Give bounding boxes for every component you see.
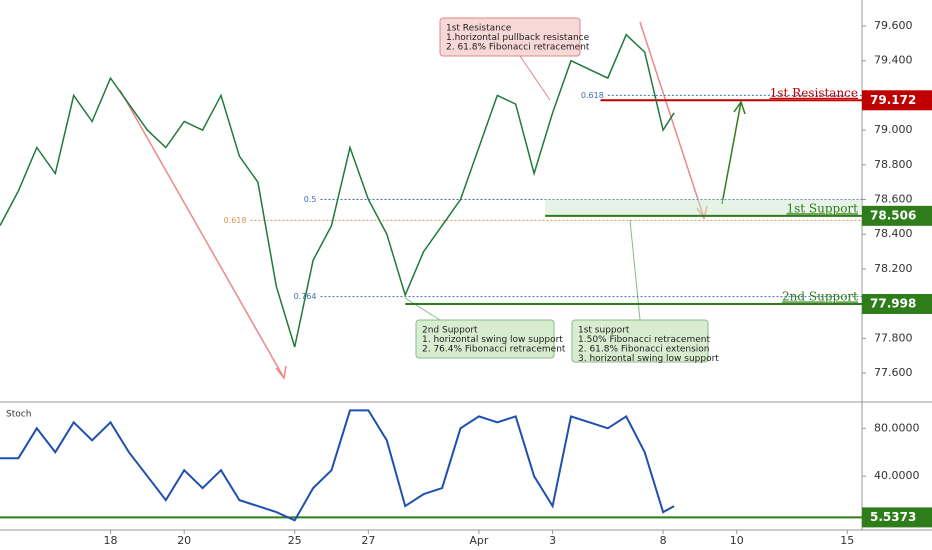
y-tick-label: 79.000 xyxy=(874,123,913,136)
y-tick-label: 78.200 xyxy=(874,262,913,275)
callout-pointer xyxy=(404,297,441,321)
annotation-text: 1st Resistance xyxy=(446,24,512,34)
y-tick-label: 40.0000 xyxy=(874,469,920,482)
annotation-text: 2. 61.8% Fibonacci extension xyxy=(578,345,710,355)
x-tick-label: 20 xyxy=(177,534,191,547)
price-tag-label: 79.172 xyxy=(870,93,916,107)
arrow-head xyxy=(733,100,746,115)
annotation-text: 1. horizontal swing low support xyxy=(422,335,563,345)
callout-box xyxy=(415,319,555,359)
x-tick-label: 25 xyxy=(288,534,302,547)
y-tick-label: 78.400 xyxy=(874,227,913,240)
fib-label: 0.618 xyxy=(581,91,604,100)
x-tick-label: 8 xyxy=(660,534,667,547)
callout-box xyxy=(571,319,709,363)
y-tick-label: 78.800 xyxy=(874,158,913,171)
arrows xyxy=(119,21,746,380)
annotation-text: 1st support xyxy=(578,326,630,336)
level-label: 1st Resistance xyxy=(770,86,858,100)
price-tag xyxy=(862,90,932,111)
y-tick-label: 79.600 xyxy=(874,19,913,32)
x-tick-label: 3 xyxy=(549,534,556,547)
fib-label: 0.618 xyxy=(224,216,247,225)
level-label: 1st Support xyxy=(786,201,858,215)
callout-box xyxy=(439,17,581,57)
annotation-text: 2nd Support xyxy=(422,326,478,336)
annotation-text: 2. 76.4% Fibonacci retracement xyxy=(422,345,566,355)
x-tick-label: 18 xyxy=(104,534,118,547)
y-tick-label: 80.0000 xyxy=(874,421,920,434)
x-tick-label: 10 xyxy=(730,534,744,547)
y-tick-label: 79.400 xyxy=(874,54,913,67)
arrow xyxy=(639,21,705,219)
price-tag xyxy=(862,507,932,528)
series-line xyxy=(0,409,675,522)
annotation-text: 3. horizontal swing low support xyxy=(578,354,719,364)
panel-title: Stoch xyxy=(6,410,31,420)
price-tag-label: 78.506 xyxy=(870,208,916,222)
level-label: 2nd Support xyxy=(782,289,858,303)
support-zone xyxy=(545,199,862,216)
callout-pointer xyxy=(519,55,551,101)
price-tag-label: 5.5373 xyxy=(870,510,916,524)
price-tag-label: 77.998 xyxy=(870,296,916,310)
annotation-text: 1.horizontal pullback resistance xyxy=(446,33,590,43)
y-tick-label: 77.800 xyxy=(874,331,913,344)
price-tag xyxy=(862,293,932,314)
y-tick-label: 77.600 xyxy=(874,366,913,379)
arrow xyxy=(119,89,285,379)
y-tick-label: 78.600 xyxy=(874,193,913,206)
price-tag xyxy=(862,205,932,226)
x-tick-label: 15 xyxy=(840,534,854,547)
annotation-text: 2. 61.8% Fibonacci retracement xyxy=(446,43,590,53)
arrow xyxy=(721,101,742,205)
fib-label: 0.5 xyxy=(304,195,317,204)
arrow-head xyxy=(275,365,287,380)
x-tick-label: 27 xyxy=(361,534,375,547)
annotation-text: 1.50% Fibonacci retracement xyxy=(578,335,710,345)
series-line xyxy=(0,33,675,348)
x-tick-label: Apr xyxy=(469,534,489,547)
